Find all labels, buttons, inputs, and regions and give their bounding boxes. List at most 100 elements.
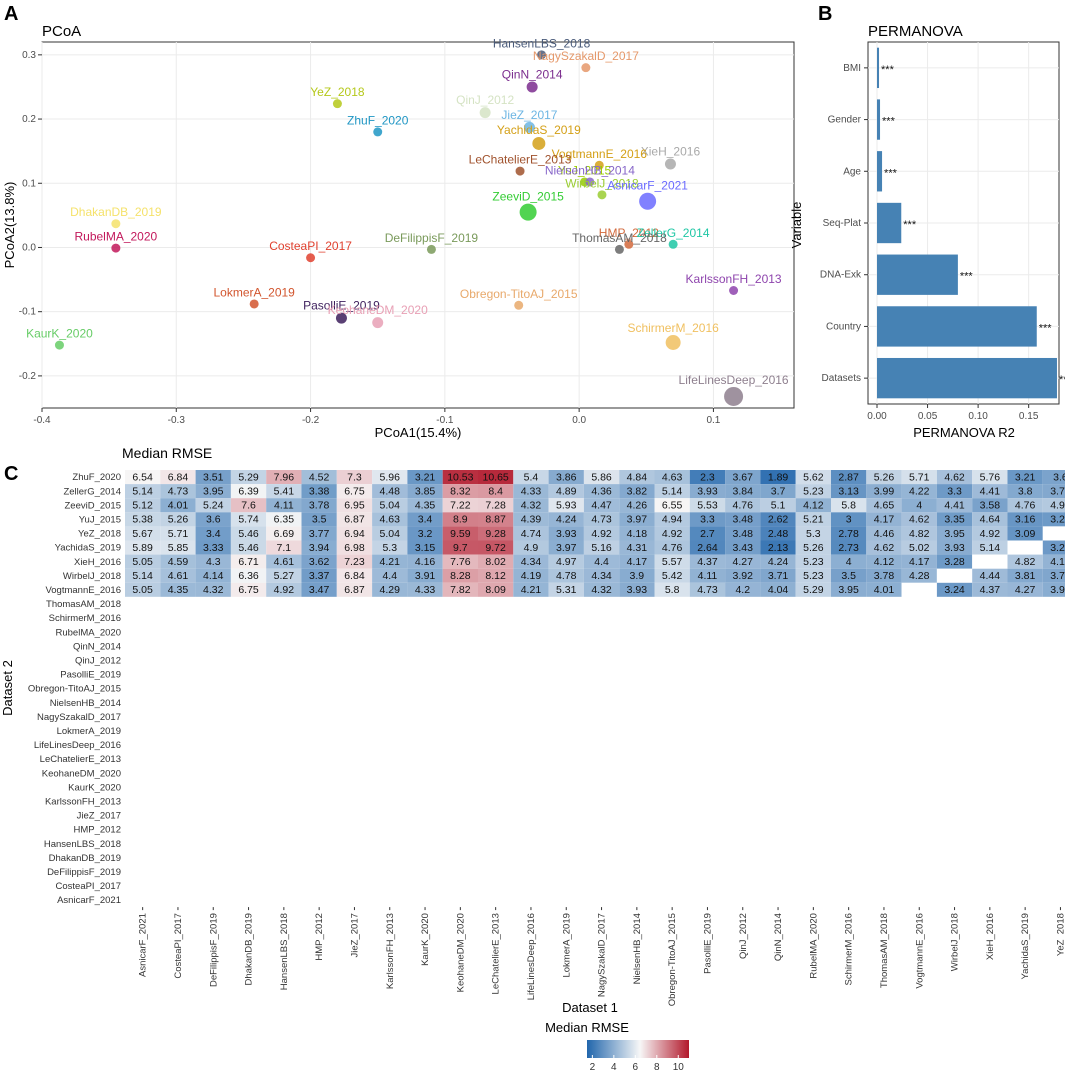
pcoa-y-tick-label: 0.3 bbox=[22, 50, 36, 61]
heatmap-cell bbox=[160, 568, 196, 583]
heatmap-cell-empty bbox=[230, 836, 267, 851]
heatmap-cell-empty bbox=[1007, 667, 1043, 682]
heatmap-cell-empty bbox=[301, 681, 337, 696]
heatmap-column-label: HansenLBS_2018 bbox=[279, 913, 290, 990]
heatmap-cell bbox=[619, 484, 655, 499]
heatmap-cell-empty bbox=[654, 766, 690, 781]
heatmap-cell-empty bbox=[619, 709, 655, 724]
heatmap-cell-empty bbox=[831, 836, 867, 851]
heatmap-cell-value: 6.87 bbox=[344, 514, 365, 526]
heatmap-cell bbox=[513, 554, 549, 569]
heatmap-cell-value: 2.13 bbox=[768, 542, 789, 554]
heatmap-cell-empty bbox=[548, 681, 584, 696]
heatmap-cell-empty bbox=[195, 723, 231, 738]
heatmap-cell-empty bbox=[372, 681, 408, 696]
heatmap-cell-empty bbox=[442, 667, 478, 682]
heatmap-cell-value: 5.21 bbox=[803, 514, 824, 526]
heatmap-cell-value: 6.87 bbox=[344, 584, 365, 596]
heatmap-cell bbox=[760, 582, 796, 597]
pcoa-y-tick-label: 0.0 bbox=[22, 242, 36, 253]
pcoa-point bbox=[111, 243, 121, 253]
heatmap-row-label: VogtmannE_2016 bbox=[45, 585, 121, 596]
heatmap-cell bbox=[548, 512, 584, 527]
heatmap-cell-empty bbox=[866, 639, 902, 654]
heatmap-cell-empty bbox=[478, 780, 514, 795]
pcoa-y-tick-label: -0.2 bbox=[19, 371, 37, 382]
heatmap-cell-empty bbox=[548, 723, 584, 738]
heatmap-cell-value: 4.61 bbox=[168, 570, 189, 582]
heatmap-cell-empty bbox=[407, 596, 443, 611]
heatmap-cell bbox=[478, 526, 514, 541]
heatmap-cell-empty bbox=[901, 737, 937, 752]
heatmap-panel: Median RMSE 6.54 6.84 3.51 5.29 7.96 4.52 7.3 5… bbox=[0, 445, 1065, 1073]
heatmap-cell bbox=[866, 498, 902, 513]
heatmap-cell-empty bbox=[936, 625, 973, 640]
heatmap-cell-empty bbox=[1042, 780, 1065, 795]
heatmap-cell-value: 4.34 bbox=[591, 570, 612, 582]
heatmap-cell-value: 3.93 bbox=[697, 486, 718, 498]
heatmap-cell-empty bbox=[972, 850, 1008, 865]
heatmap-cell-value: 10.53 bbox=[447, 471, 473, 483]
heatmap-cell-value: 4.48 bbox=[380, 486, 401, 498]
heatmap-cell-value: 3.95 bbox=[838, 584, 859, 596]
heatmap-cell-value: 4.63 bbox=[380, 514, 401, 526]
heatmap-cell-empty bbox=[689, 836, 726, 851]
heatmap-cell-value: 4.89 bbox=[556, 486, 577, 498]
heatmap-cell-value: 4.44 bbox=[980, 570, 1001, 582]
heatmap-cell-value: 4.17 bbox=[874, 514, 895, 526]
heatmap-cell-empty bbox=[725, 639, 761, 654]
heatmap-cell bbox=[866, 484, 902, 499]
heatmap-cell-value: 4.92 bbox=[274, 584, 295, 596]
heatmap-cell-empty bbox=[760, 737, 796, 752]
heatmap-cell bbox=[936, 498, 973, 513]
heatmap-cell-empty bbox=[619, 752, 655, 767]
heatmap-cell bbox=[125, 540, 161, 555]
heatmap-cell bbox=[301, 568, 337, 583]
heatmap-cell-empty bbox=[442, 878, 478, 893]
heatmap-cell-value: 5.46 bbox=[238, 542, 259, 554]
heatmap-cell-empty bbox=[1007, 653, 1043, 668]
heatmap-cell-empty bbox=[230, 611, 267, 626]
heatmap-cell-empty bbox=[725, 808, 761, 823]
heatmap-cell bbox=[831, 540, 867, 555]
heatmap-cell-empty bbox=[760, 695, 796, 710]
heatmap-cell bbox=[831, 484, 867, 499]
heatmap-cell-empty bbox=[866, 893, 902, 908]
heatmap-cell-value: 4.34 bbox=[521, 556, 542, 568]
pcoa-point-label: Obregon-TitoAJ_2015 bbox=[460, 287, 578, 301]
heatmap-cell-empty bbox=[548, 794, 584, 809]
heatmap-cell-value: 3.43 bbox=[733, 542, 754, 554]
heatmap-cell-empty bbox=[689, 850, 726, 865]
heatmap-cell-empty bbox=[160, 766, 196, 781]
heatmap-column-label: Obregon-TitoAJ_2015 bbox=[667, 913, 678, 1006]
heatmap-cell-empty bbox=[654, 850, 690, 865]
heatmap-cell-value: 8.4 bbox=[488, 486, 503, 498]
heatmap-cell bbox=[831, 582, 867, 597]
heatmap-cell-empty bbox=[654, 878, 690, 893]
heatmap-cell bbox=[336, 526, 373, 541]
heatmap-cell-empty bbox=[654, 822, 690, 837]
heatmap-cell-empty bbox=[372, 766, 408, 781]
heatmap-column-label: DeFilippisF_2019 bbox=[208, 913, 219, 987]
pcoa-point-label: HMP_2012 bbox=[599, 226, 659, 240]
heatmap-cell-empty bbox=[195, 737, 231, 752]
heatmap-cell-empty bbox=[513, 752, 549, 767]
heatmap-cell bbox=[125, 582, 161, 597]
heatmap-cell-value: 4.37 bbox=[697, 556, 718, 568]
heatmap-cell-value: 4.62 bbox=[944, 471, 965, 483]
heatmap-cell bbox=[760, 470, 796, 485]
heatmap-cell-empty bbox=[407, 639, 443, 654]
heatmap-cell bbox=[1042, 484, 1065, 499]
heatmap-cell-empty bbox=[301, 695, 337, 710]
heatmap-cell-empty bbox=[513, 822, 549, 837]
heatmap-cell bbox=[1007, 526, 1043, 541]
heatmap-column-label: KaurK_2020 bbox=[420, 913, 431, 966]
heatmap-cell bbox=[901, 540, 937, 555]
heatmap-cell-empty bbox=[407, 864, 443, 879]
heatmap-cell-value: 3.77 bbox=[309, 528, 330, 540]
heatmap-cell-empty bbox=[266, 625, 302, 640]
heatmap-cell bbox=[689, 484, 726, 499]
heatmap-cell-empty bbox=[760, 611, 796, 626]
heatmap-cell-empty bbox=[548, 808, 584, 823]
heatmap-cell-empty bbox=[1042, 737, 1065, 752]
